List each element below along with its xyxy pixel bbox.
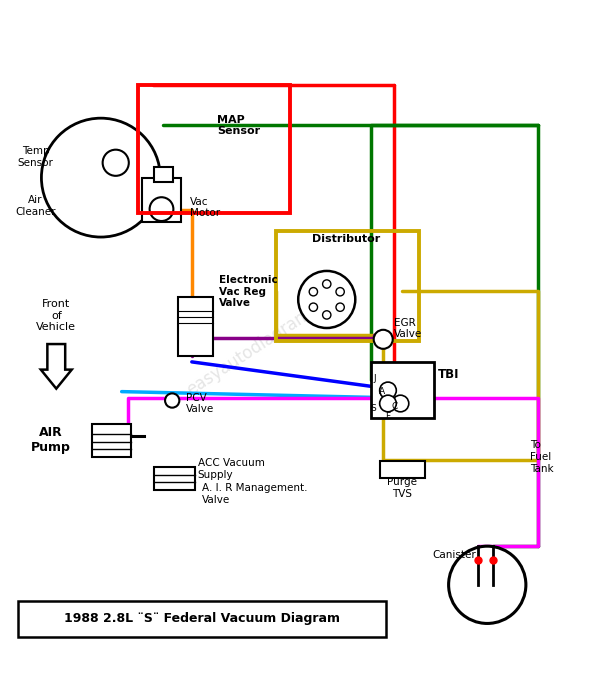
FancyArrow shape — [41, 344, 72, 388]
Circle shape — [41, 118, 160, 237]
Circle shape — [380, 395, 396, 412]
Text: Air
Cleaner: Air Cleaner — [15, 195, 56, 217]
Text: C: C — [392, 402, 398, 411]
Bar — [154, 467, 195, 490]
Text: J: J — [373, 374, 376, 383]
Bar — [17, 601, 386, 636]
Bar — [276, 231, 419, 341]
Circle shape — [336, 303, 344, 312]
Bar — [92, 424, 131, 457]
Text: Front
of
Vehicle: Front of Vehicle — [36, 299, 76, 332]
Text: Distributor: Distributor — [312, 234, 380, 244]
Text: Electronic
Vac Reg
Valve: Electronic Vac Reg Valve — [218, 275, 277, 308]
Text: easyautodiagrams.com: easyautodiagrams.com — [184, 277, 357, 399]
Bar — [371, 362, 434, 419]
Circle shape — [103, 150, 129, 176]
Text: Vac
Motor: Vac Motor — [190, 197, 220, 218]
Circle shape — [165, 393, 179, 407]
Circle shape — [323, 280, 331, 288]
Text: S: S — [371, 404, 377, 413]
Text: F: F — [385, 412, 391, 421]
Bar — [139, 85, 290, 214]
Circle shape — [309, 288, 317, 296]
Circle shape — [298, 271, 355, 328]
Text: A: A — [379, 387, 385, 396]
Bar — [178, 297, 212, 356]
Text: TBI: TBI — [438, 368, 460, 382]
Circle shape — [309, 303, 317, 312]
Bar — [142, 178, 181, 222]
Circle shape — [392, 395, 409, 412]
Text: Purge
TVS: Purge TVS — [387, 477, 417, 498]
Text: A. I. R Management.
Valve: A. I. R Management. Valve — [202, 483, 307, 505]
Circle shape — [323, 311, 331, 319]
Bar — [154, 167, 173, 183]
Text: MAP
Sensor: MAP Sensor — [217, 115, 260, 136]
Text: To
Fuel
Tank: To Fuel Tank — [530, 440, 554, 474]
Circle shape — [449, 546, 526, 624]
Text: EGR
Valve: EGR Valve — [394, 318, 422, 340]
Text: AIR
Pump: AIR Pump — [31, 426, 70, 454]
Circle shape — [149, 197, 173, 221]
Circle shape — [336, 288, 344, 296]
Text: PCV
Valve: PCV Valve — [186, 393, 214, 414]
Text: Temp
Sensor: Temp Sensor — [17, 146, 53, 167]
Circle shape — [374, 330, 393, 349]
Text: 1988 2.8L ¨S¨ Federal Vacuum Diagram: 1988 2.8L ¨S¨ Federal Vacuum Diagram — [64, 612, 340, 625]
Bar — [380, 461, 425, 478]
Text: ACC Vacuum
Supply: ACC Vacuum Supply — [198, 458, 265, 480]
Text: Canister: Canister — [433, 550, 476, 560]
Circle shape — [380, 382, 396, 399]
